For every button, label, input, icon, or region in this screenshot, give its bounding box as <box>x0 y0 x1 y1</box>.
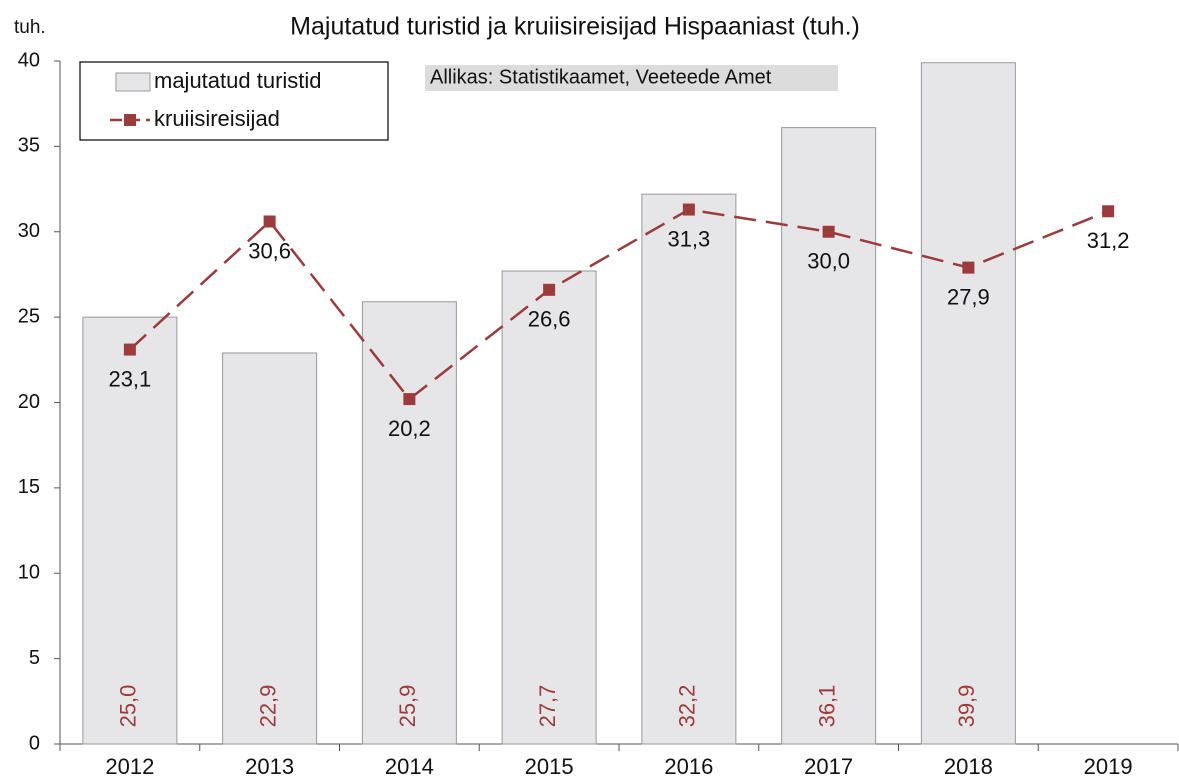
line-marker <box>682 203 695 216</box>
line-marker <box>1102 205 1115 218</box>
legend-swatch <box>115 72 151 92</box>
bar <box>781 127 877 745</box>
y-tick-label: 15 <box>18 476 40 498</box>
y-tick-label: 25 <box>18 305 40 327</box>
bar-value-label: 25,0 <box>116 685 141 728</box>
line-value-label: 27,9 <box>947 284 990 309</box>
y-axis-label: tuh. <box>14 17 46 38</box>
x-tick-label: 2013 <box>245 754 294 778</box>
x-tick-label: 2015 <box>525 754 574 778</box>
x-tick-label: 2014 <box>385 754 434 778</box>
y-tick-label: 35 <box>18 135 40 157</box>
bar <box>222 352 318 745</box>
x-tick-label: 2017 <box>804 754 853 778</box>
line-value-label: 31,3 <box>667 226 710 251</box>
line-value-label: 26,6 <box>528 307 571 332</box>
bar-value-label: 39,9 <box>954 685 979 728</box>
line-marker <box>543 283 556 296</box>
line-marker <box>962 261 975 274</box>
legend-label: kruiisireisijad <box>154 106 280 131</box>
line-value-label: 20,2 <box>388 416 431 441</box>
x-tick-label: 2018 <box>944 754 993 778</box>
y-tick-label: 20 <box>18 391 40 413</box>
bar-value-label: 25,9 <box>395 685 420 728</box>
chart-title: Majutatud turistid ja kruiisireisijad Hi… <box>290 13 860 41</box>
line-value-label: 30,6 <box>248 238 291 263</box>
y-tick-label: 40 <box>18 49 40 71</box>
annotation: Allikas: Statistikaamet, Veeteede Amet <box>430 66 772 88</box>
legend-marker <box>124 114 136 126</box>
x-tick-label: 2012 <box>105 754 154 778</box>
y-tick-label: 10 <box>18 562 40 584</box>
bar <box>501 270 597 745</box>
bar <box>641 193 737 745</box>
x-tick-label: 2016 <box>664 754 713 778</box>
line-value-label: 30,0 <box>807 249 850 274</box>
line-marker <box>263 215 276 228</box>
line-marker <box>403 393 416 406</box>
bar <box>82 316 178 745</box>
y-tick-label: 5 <box>29 647 40 669</box>
line-marker <box>822 225 835 238</box>
y-tick-label: 30 <box>18 220 40 242</box>
line-value-label: 23,1 <box>108 366 151 391</box>
y-tick-label: 0 <box>29 732 40 754</box>
legend-label: majutatud turistid <box>154 68 322 93</box>
bar-value-label: 27,7 <box>535 685 560 728</box>
bar-value-label: 32,2 <box>675 685 700 728</box>
bar <box>920 62 1016 745</box>
line <box>129 208 1109 401</box>
bar <box>361 301 457 745</box>
bar-value-label: 22,9 <box>255 685 280 728</box>
bar-value-label: 36,1 <box>814 685 839 728</box>
annotation-bg <box>425 65 838 91</box>
line-marker <box>123 343 136 356</box>
line-value-label: 31,2 <box>1087 228 1130 253</box>
x-tick-label: 2019 <box>1084 754 1133 778</box>
